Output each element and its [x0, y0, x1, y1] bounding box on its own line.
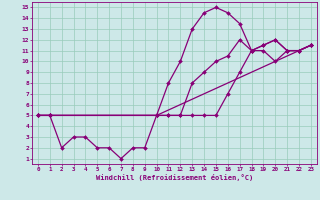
X-axis label: Windchill (Refroidissement éolien,°C): Windchill (Refroidissement éolien,°C): [96, 174, 253, 181]
